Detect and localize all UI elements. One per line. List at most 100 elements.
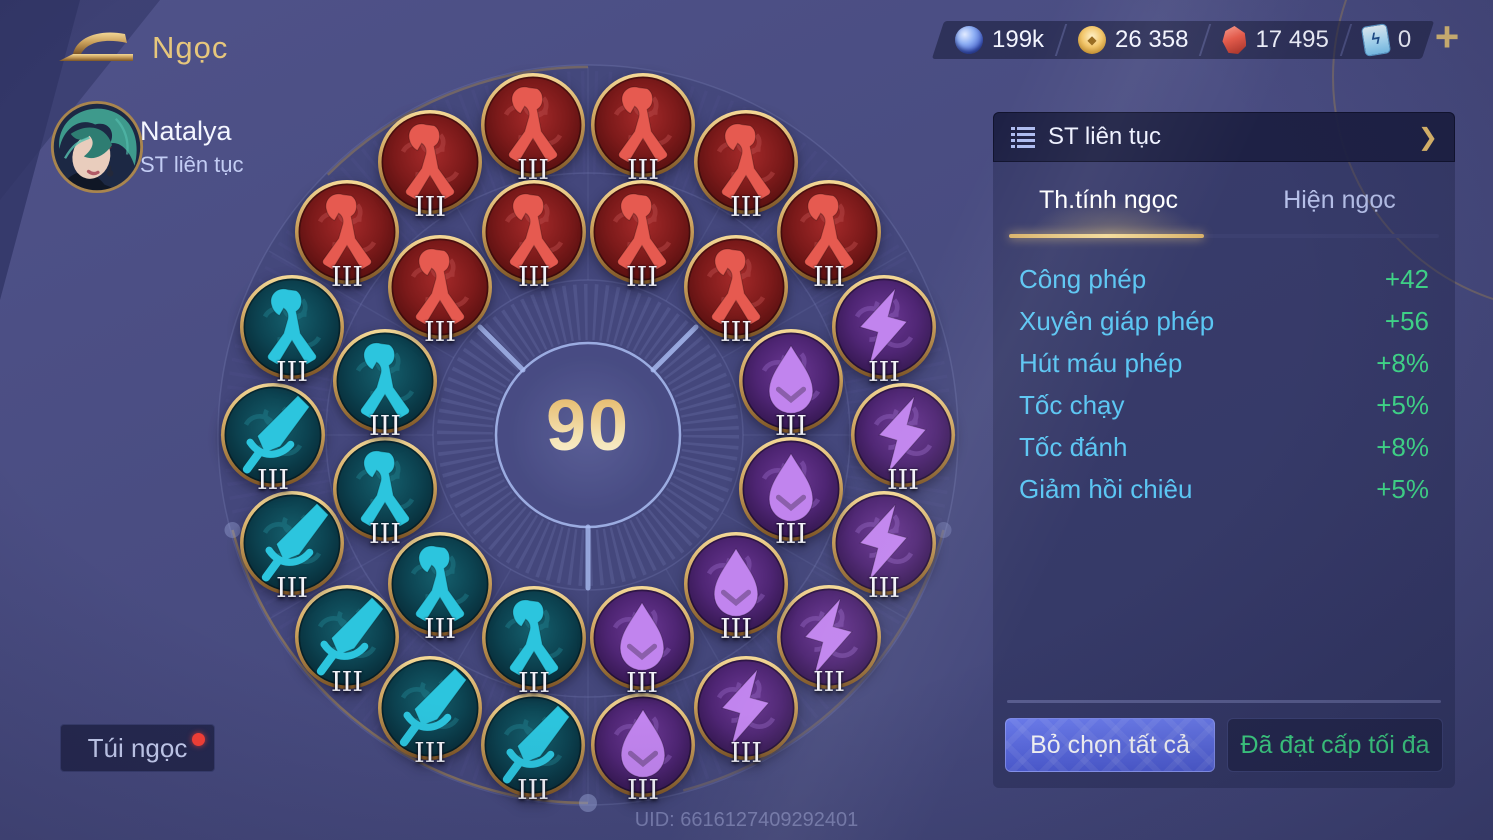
rune-gem-purple-lightning[interactable]: III: [694, 656, 798, 769]
gem-level: III: [720, 614, 752, 645]
rune-gem-purple-droplet[interactable]: III: [739, 329, 843, 442]
panel-tabs: Th.tính ngọc Hiện ngọc: [993, 176, 1455, 230]
currency-blue-orb[interactable]: 199k: [938, 21, 1061, 59]
red-gem-icon: [1222, 26, 1247, 54]
rune-gem-teal-attack-rune[interactable]: III: [388, 532, 492, 645]
rune-gem-teal-dagger[interactable]: III: [221, 383, 325, 496]
stat-label: Giảm hồi chiêu: [1019, 473, 1193, 504]
panel-header[interactable]: ST liên tục ❯: [993, 112, 1455, 162]
gem-info-panel: ST liên tục ❯ Th.tính ngọc Hiện ngọc Công…: [993, 112, 1455, 788]
rune-gem-purple-lightning[interactable]: III: [777, 585, 881, 698]
gem-level: III: [730, 738, 762, 769]
rune-gem-teal-attack-rune[interactable]: III: [482, 586, 586, 699]
gem-level: III: [868, 573, 900, 604]
currency-red-gem[interactable]: 17 495: [1205, 21, 1345, 59]
gem-level: III: [518, 262, 550, 293]
gem-level: III: [369, 411, 401, 442]
max-level-label: Đã đạt cấp tối đa: [1240, 730, 1430, 759]
gold-coin-icon: [1078, 26, 1107, 54]
rune-gem-red-attack-rune[interactable]: III: [777, 180, 881, 293]
rune-gem-purple-lightning[interactable]: III: [832, 491, 936, 604]
gem-level: III: [813, 262, 845, 293]
rune-gem-red-attack-rune[interactable]: III: [694, 110, 798, 223]
segment-lines: [220, 67, 956, 803]
stat-label: Hút máu phép: [1019, 347, 1183, 378]
rune-gem-purple-droplet[interactable]: III: [684, 532, 788, 645]
list-icon: [1011, 127, 1035, 148]
deselect-all-label: Bỏ chọn tất cả: [1030, 730, 1190, 759]
gem-level: III: [276, 357, 308, 388]
rune-gem-red-attack-rune[interactable]: III: [591, 73, 695, 186]
stat-label: Tốc chạy: [1019, 389, 1125, 420]
gem-level: III: [517, 775, 549, 806]
rune-gem-teal-attack-rune[interactable]: III: [240, 275, 344, 388]
avatar[interactable]: [50, 100, 144, 194]
currency-value: 26 358: [1115, 26, 1189, 53]
rune-gem-purple-lightning[interactable]: III: [851, 383, 955, 496]
tab-gem-stats[interactable]: Th.tính ngọc: [1039, 186, 1178, 214]
rune-gem-red-attack-rune[interactable]: III: [684, 235, 788, 348]
currency-value: 199k: [992, 26, 1045, 53]
gem-level: III: [720, 317, 752, 348]
rune-gem-red-attack-rune[interactable]: III: [482, 180, 586, 293]
stat-value: +42: [1384, 263, 1429, 294]
stats-list: Công phép +42 Xuyên giáp phép +56 Hút máu ph…: [993, 258, 1455, 510]
rune-gem-red-attack-rune[interactable]: III: [388, 235, 492, 348]
rune-gem-red-attack-rune[interactable]: III: [590, 180, 694, 293]
max-level-button[interactable]: Đã đạt cấp tối đa: [1227, 718, 1443, 772]
back-button[interactable]: [55, 25, 137, 71]
tab-underline-track: [1009, 234, 1439, 238]
gem-level: III: [730, 192, 762, 223]
gem-level: III: [775, 411, 807, 442]
panel-divider: [1007, 700, 1441, 703]
currency-blue-ticket[interactable]: 0: [1346, 21, 1428, 59]
stat-row: Hút máu phép +8%: [993, 342, 1455, 384]
tab-show-gems[interactable]: Hiện ngọc: [1283, 186, 1396, 214]
gem-level: III: [369, 519, 401, 550]
stat-value: +5%: [1376, 473, 1429, 504]
gem-bag-label: Túi ngọc: [87, 732, 188, 763]
rune-gem-purple-droplet[interactable]: III: [590, 586, 694, 699]
deselect-all-button[interactable]: Bỏ chọn tất cả: [1005, 718, 1215, 772]
rune-gem-red-attack-rune[interactable]: III: [295, 180, 399, 293]
add-currency-button[interactable]: +: [1434, 13, 1460, 60]
panel-title: ST liên tục: [1048, 123, 1161, 150]
currency-value: 0: [1397, 26, 1412, 53]
gem-bag-button[interactable]: Túi ngọc: [60, 724, 215, 772]
gem-level: III: [331, 262, 363, 293]
page-title: Ngọc: [152, 30, 229, 65]
rune-gem-purple-droplet[interactable]: III: [739, 437, 843, 550]
gem-level: III: [775, 519, 807, 550]
gem-level: III: [868, 357, 900, 388]
rune-gem-teal-attack-rune[interactable]: III: [333, 329, 437, 442]
currency-gold-coin[interactable]: 26 358: [1061, 21, 1205, 59]
rune-gem-purple-lightning[interactable]: III: [832, 275, 936, 388]
gem-level: III: [424, 614, 456, 645]
stat-row: Giảm hồi chiêu +5%: [993, 468, 1455, 510]
stat-label: Xuyên giáp phép: [1019, 305, 1215, 336]
stat-value: +8%: [1376, 347, 1429, 378]
player-name: Natalya: [140, 116, 232, 146]
gem-level: III: [626, 262, 658, 293]
player-build-label: ST liên tục: [140, 152, 244, 177]
stat-label: Tốc đánh: [1019, 431, 1128, 462]
rune-gem-teal-dagger[interactable]: III: [481, 693, 585, 806]
stat-value: +56: [1384, 305, 1429, 336]
currency-bar: 199k 26 358 17 495 0: [938, 21, 1428, 59]
gem-level: III: [424, 317, 456, 348]
rune-gem-red-attack-rune[interactable]: III: [481, 73, 585, 186]
rune-gem-purple-droplet[interactable]: III: [591, 693, 695, 806]
rune-gem-teal-dagger[interactable]: III: [295, 585, 399, 698]
chevron-right-icon[interactable]: ❯: [1417, 123, 1438, 151]
rune-gem-teal-dagger[interactable]: III: [378, 656, 482, 769]
rune-gem-teal-dagger[interactable]: III: [240, 491, 344, 604]
gem-level: III: [257, 465, 289, 496]
gem-level: III: [626, 668, 658, 699]
rune-gem-red-attack-rune[interactable]: III: [378, 110, 482, 223]
hub-spokes: [477, 324, 699, 591]
rune-gem-teal-attack-rune[interactable]: III: [333, 437, 437, 550]
gem-level: III: [887, 465, 919, 496]
stat-value: +8%: [1376, 431, 1429, 462]
gem-level: III: [331, 667, 363, 698]
gem-level: III: [414, 192, 446, 223]
